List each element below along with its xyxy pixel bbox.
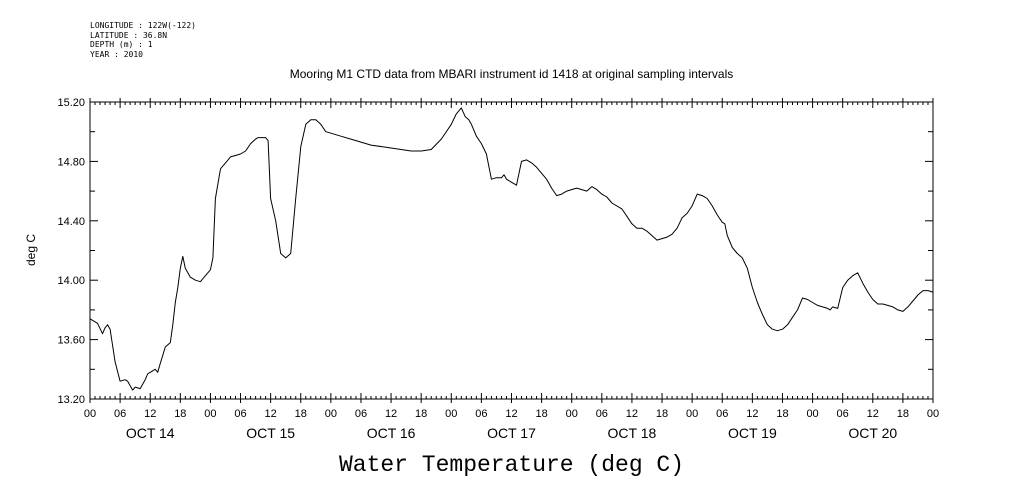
x-hour-label: 06 — [475, 408, 487, 420]
x-hour-label: 18 — [535, 408, 547, 420]
longitude-line: LONGITUDE : 122W(-122) — [90, 21, 196, 30]
x-day-label: OCT 19 — [728, 425, 777, 441]
y-tick-label: 15.20 — [57, 97, 85, 109]
x-hour-label: 00 — [204, 408, 216, 420]
x-hour-label: 00 — [927, 408, 939, 420]
x-hour-label: 06 — [114, 408, 126, 420]
x-hour-label: 12 — [746, 408, 758, 420]
x-day-label: OCT 20 — [848, 425, 897, 441]
x-hour-label: 18 — [776, 408, 788, 420]
x-hour-label: 06 — [596, 408, 608, 420]
x-hour-label: 12 — [626, 408, 638, 420]
x-hour-label: 00 — [566, 408, 578, 420]
x-day-label: OCT 17 — [487, 425, 536, 441]
y-tick-label: 14.00 — [57, 275, 85, 287]
plot-frame — [89, 101, 934, 400]
x-hour-label: 00 — [325, 408, 337, 420]
x-hour-label: 12 — [867, 408, 879, 420]
x-hour-label: 06 — [837, 408, 849, 420]
x-day-label: OCT 15 — [246, 425, 295, 441]
x-hour-label: 18 — [656, 408, 668, 420]
y-tick-label: 14.80 — [57, 156, 85, 168]
x-axis-title: Water Temperature (deg C) — [338, 452, 685, 478]
temperature-series-line — [89, 107, 934, 391]
y-tick-label: 13.60 — [57, 335, 85, 347]
x-hour-label: 18 — [415, 408, 427, 420]
x-day-label: OCT 14 — [126, 425, 175, 441]
x-day-label: OCT 16 — [367, 425, 416, 441]
y-tick-label: 14.40 — [57, 216, 85, 228]
metadata-header: LONGITUDE : 122W(-122) LATITUDE : 36.8N … — [90, 21, 196, 59]
depth-line: DEPTH (m) : 1 — [90, 40, 153, 49]
x-hour-label: 00 — [686, 408, 698, 420]
x-hour-label: 12 — [144, 408, 156, 420]
x-hour-label: 18 — [897, 408, 909, 420]
x-hour-label: 18 — [174, 408, 186, 420]
x-hour-label: 12 — [385, 408, 397, 420]
x-hour-label: 18 — [295, 408, 307, 420]
x-hour-label: 06 — [716, 408, 728, 420]
x-hour-label: 00 — [445, 408, 457, 420]
latitude-line: LATITUDE : 36.8N — [90, 30, 168, 40]
y-tick-label: 13.20 — [57, 394, 85, 406]
x-hour-label: 00 — [84, 408, 96, 420]
chart-title: Mooring M1 CTD data from MBARI instrumen… — [289, 67, 734, 81]
x-hour-label: 12 — [265, 408, 277, 420]
x-hour-label: 00 — [806, 408, 818, 420]
x-hour-label: 06 — [234, 408, 246, 420]
year-line: YEAR : 2010 — [90, 49, 143, 59]
x-hour-label: 06 — [355, 408, 367, 420]
x-day-label: OCT 18 — [608, 425, 657, 441]
x-hour-label: 12 — [505, 408, 517, 420]
